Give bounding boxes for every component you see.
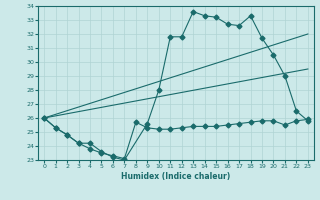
X-axis label: Humidex (Indice chaleur): Humidex (Indice chaleur) [121,172,231,181]
